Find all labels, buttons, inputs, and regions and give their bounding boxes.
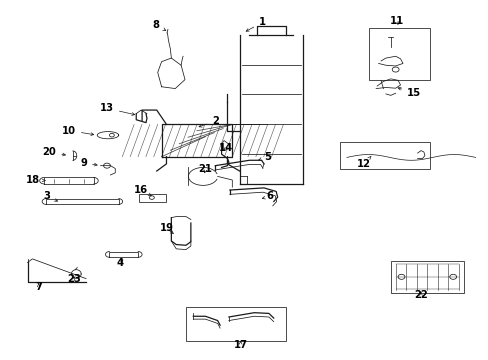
Text: 13: 13 xyxy=(100,103,135,116)
Bar xyxy=(339,142,429,169)
Text: 23: 23 xyxy=(67,274,81,284)
Text: 7: 7 xyxy=(35,282,42,292)
Text: 20: 20 xyxy=(42,147,65,157)
Text: 18: 18 xyxy=(25,175,45,185)
Text: 5: 5 xyxy=(258,152,271,162)
Text: 2: 2 xyxy=(199,116,218,127)
Text: 10: 10 xyxy=(62,126,94,135)
Text: 12: 12 xyxy=(356,156,370,169)
Text: 21: 21 xyxy=(198,164,212,174)
Text: 4: 4 xyxy=(116,258,123,268)
Text: 11: 11 xyxy=(389,17,403,27)
Text: 22: 22 xyxy=(413,291,427,301)
Text: 16: 16 xyxy=(134,185,151,196)
Bar xyxy=(139,194,165,202)
Text: 15: 15 xyxy=(397,87,420,98)
Text: 6: 6 xyxy=(262,191,273,201)
Text: 9: 9 xyxy=(80,158,97,168)
Bar xyxy=(368,28,429,80)
Text: 3: 3 xyxy=(43,191,58,201)
Bar xyxy=(185,307,285,341)
Text: 14: 14 xyxy=(219,143,233,153)
Bar xyxy=(390,261,463,293)
Text: 8: 8 xyxy=(152,20,165,31)
Text: 17: 17 xyxy=(233,340,247,350)
Text: 19: 19 xyxy=(159,224,173,234)
Text: 1: 1 xyxy=(245,17,265,31)
